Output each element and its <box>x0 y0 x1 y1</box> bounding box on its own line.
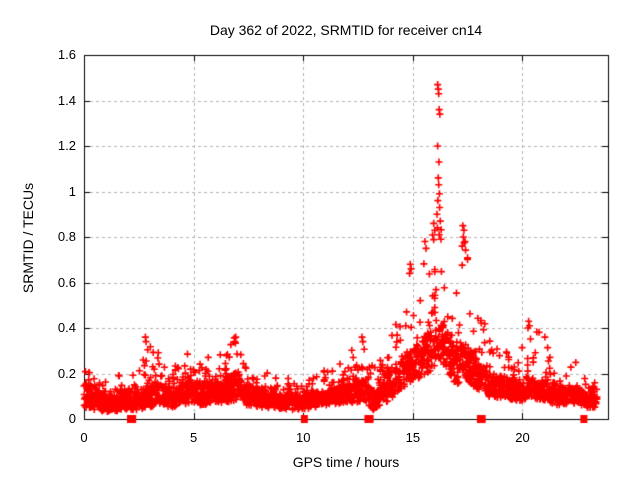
y-tick-label: 0.4 <box>57 320 76 335</box>
y-tick-label: 1 <box>68 183 76 199</box>
y-tick-label: 1.4 <box>57 92 76 108</box>
y-tick-label: 1.6 <box>57 47 76 62</box>
y-tick-label: 0.6 <box>57 274 76 290</box>
x-tick-label: 0 <box>80 430 88 445</box>
y-tick-label: 0.2 <box>57 365 76 381</box>
x-axis-label: GPS time / hours <box>292 454 400 470</box>
y-tick-label: 0 <box>68 411 76 426</box>
x-tick-label: 5 <box>189 430 198 445</box>
y-axis-label: SRMTID / TECUs <box>20 182 36 294</box>
x-tick-label: 15 <box>405 430 421 445</box>
x-tick-label: 20 <box>515 430 530 445</box>
y-tick-label: 0.8 <box>57 229 76 244</box>
x-tick-label: 10 <box>296 430 311 445</box>
y-tick-label: 1.2 <box>57 138 76 153</box>
chart-title: Day 362 of 2022, SRMTID for receiver cn1… <box>209 22 483 38</box>
